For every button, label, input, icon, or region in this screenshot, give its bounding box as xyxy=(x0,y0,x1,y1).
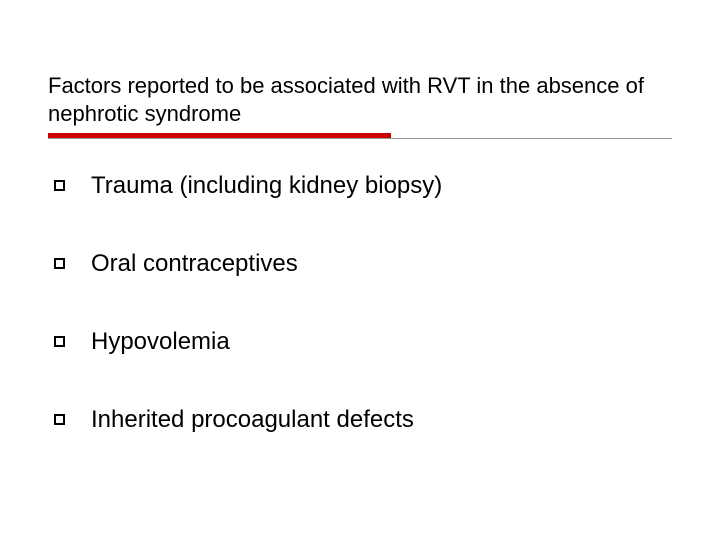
list-item-text: Hypovolemia xyxy=(91,327,230,357)
list-item: Trauma (including kidney biopsy) xyxy=(48,171,672,201)
list-item-text: Trauma (including kidney biopsy) xyxy=(91,171,442,201)
list-item: Inherited procoagulant defects xyxy=(48,405,672,435)
title-underline xyxy=(48,133,672,141)
slide-title: Factors reported to be associated with R… xyxy=(48,72,672,127)
list-item-text: Inherited procoagulant defects xyxy=(91,405,414,435)
square-bullet-icon xyxy=(54,258,65,269)
list-item: Hypovolemia xyxy=(48,327,672,357)
square-bullet-icon xyxy=(54,336,65,347)
list-item-text: Oral contraceptives xyxy=(91,249,298,279)
title-underline-base xyxy=(48,138,672,139)
square-bullet-icon xyxy=(54,414,65,425)
bullet-list: Trauma (including kidney biopsy) Oral co… xyxy=(48,171,672,435)
list-item: Oral contraceptives xyxy=(48,249,672,279)
square-bullet-icon xyxy=(54,180,65,191)
slide: Factors reported to be associated with R… xyxy=(0,0,720,540)
